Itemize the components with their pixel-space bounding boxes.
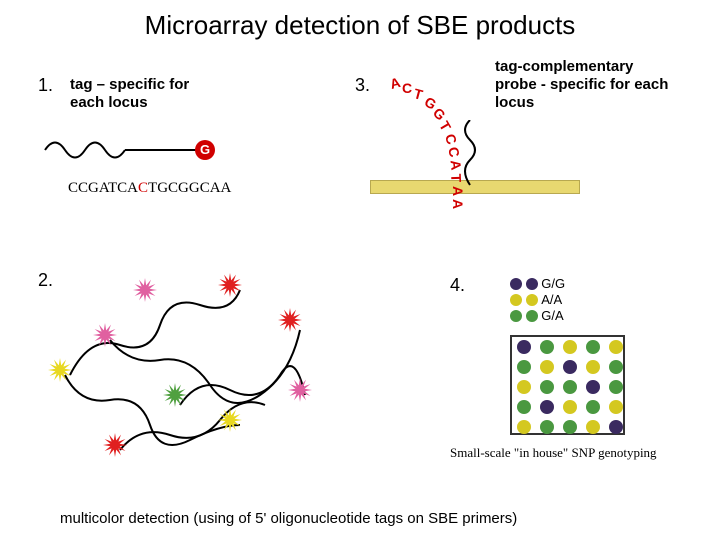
array-spot: [540, 380, 554, 394]
footer-text: multicolor detection (using of 5' oligon…: [60, 510, 517, 527]
sequence-text: CCGATCACTGCGGCAA: [68, 180, 231, 197]
starburst-icon: [93, 323, 117, 352]
array-spot: [563, 400, 577, 414]
array-spot: [517, 380, 531, 394]
array-spot: [586, 400, 600, 414]
starburst-icon: [103, 433, 127, 462]
starburst-icon: [163, 383, 187, 412]
microarray-grid: [510, 335, 625, 435]
step1-line1: tag – specific for: [70, 76, 189, 94]
step4-number: 4.: [450, 275, 465, 296]
starburst-icon: [218, 408, 242, 437]
array-spot: [540, 360, 554, 374]
array-spot: [563, 420, 577, 434]
legend-row: G/G: [510, 275, 565, 291]
step3-line1: tag-complementary: [495, 58, 633, 76]
array-spot: [517, 340, 531, 354]
legend-row: A/A: [510, 291, 562, 307]
starburst-icon: [218, 273, 242, 302]
g-nucleotide-icon: G: [195, 140, 215, 160]
array-spot: [540, 400, 554, 414]
array-spot: [586, 340, 600, 354]
step1-number: 1.: [38, 75, 53, 96]
array-spot: [540, 340, 554, 354]
array-spot: [609, 340, 623, 354]
array-spot: [609, 380, 623, 394]
array-spot: [563, 380, 577, 394]
starburst-icon: [48, 358, 72, 387]
step3-line3: locus: [495, 94, 534, 112]
array-spot: [517, 360, 531, 374]
step1-tag-line: [40, 130, 220, 170]
step1-line2: each locus: [70, 94, 148, 112]
array-spot: [586, 420, 600, 434]
array-spot: [540, 420, 554, 434]
array-spot: [609, 400, 623, 414]
array-spot: [609, 360, 623, 374]
tangle-strands: [50, 275, 330, 475]
array-spot: [586, 360, 600, 374]
starburst-icon: [133, 278, 157, 307]
array-spot: [563, 340, 577, 354]
starburst-icon: [288, 378, 312, 407]
array-spot: [586, 380, 600, 394]
array-spot: [517, 420, 531, 434]
starburst-icon: [278, 308, 302, 337]
array-spot: [517, 400, 531, 414]
array-spot: [563, 360, 577, 374]
step3-line2: probe - specific for each: [495, 76, 668, 94]
array-caption: Small-scale "in house" SNP genotyping: [450, 445, 657, 461]
legend-row: G/A: [510, 307, 564, 323]
page-title: Microarray detection of SBE products: [0, 10, 720, 41]
array-spot: [609, 420, 623, 434]
step3-number: 3.: [355, 75, 370, 96]
